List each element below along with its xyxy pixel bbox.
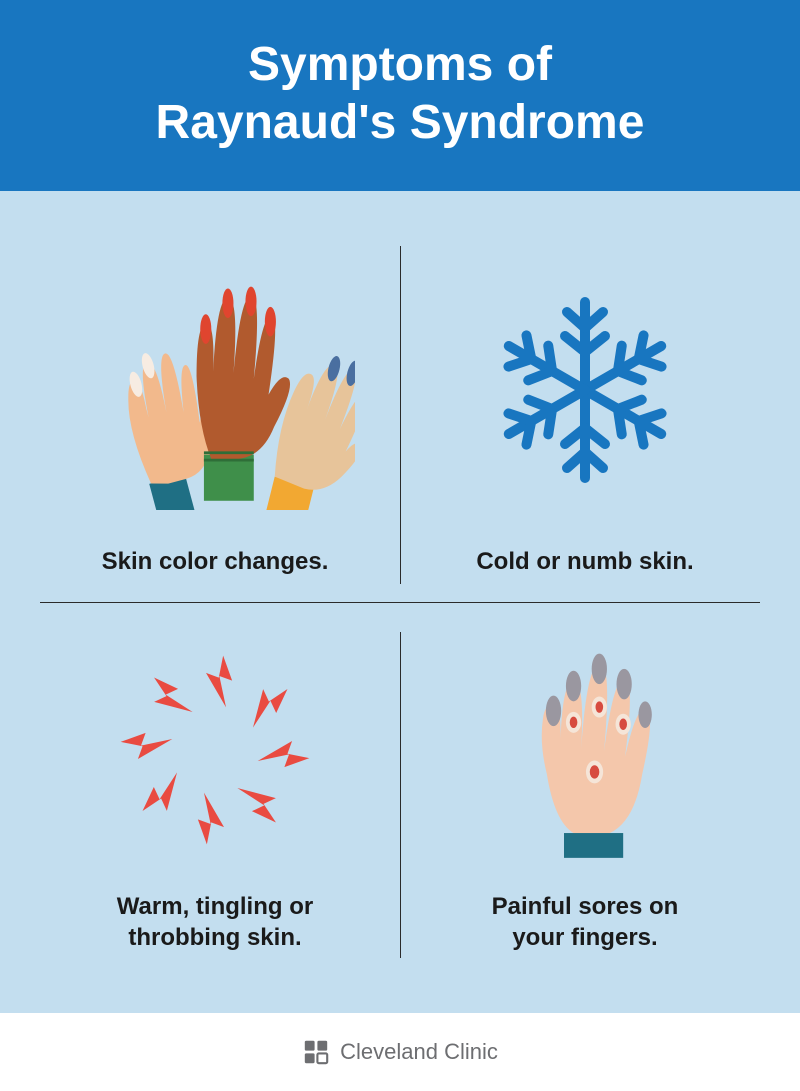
cell-sores: Painful sores onyour fingers. xyxy=(400,607,770,983)
header: Symptoms of Raynaud's Syndrome xyxy=(0,0,800,191)
page-title: Symptoms of Raynaud's Syndrome xyxy=(20,36,780,151)
cell-skin-color: Skin color changes. xyxy=(30,231,400,607)
title-line-2: Raynaud's Syndrome xyxy=(156,96,645,149)
cell-warm-tingling: Warm, tingling orthrobbing skin. xyxy=(30,607,400,983)
brand-name: Cleveland Clinic xyxy=(340,1039,498,1065)
symptom-grid: Skin color changes. xyxy=(0,191,800,1013)
caption-sores: Painful sores onyour fingers. xyxy=(492,891,679,953)
caption-cold-numb: Cold or numb skin. xyxy=(476,546,693,577)
cell-cold-numb: Cold or numb skin. xyxy=(400,231,770,607)
caption-warm-tingling: Warm, tingling orthrobbing skin. xyxy=(117,891,313,953)
snowflake-icon xyxy=(420,251,750,528)
footer: Cleveland Clinic xyxy=(0,1013,800,1091)
sore-hand-icon xyxy=(420,627,750,873)
bolts-icon xyxy=(50,627,380,873)
hands-icon xyxy=(50,251,380,528)
caption-skin-color: Skin color changes. xyxy=(102,546,329,577)
title-line-1: Symptoms of xyxy=(248,38,552,91)
brand-logo-icon xyxy=(302,1038,330,1066)
